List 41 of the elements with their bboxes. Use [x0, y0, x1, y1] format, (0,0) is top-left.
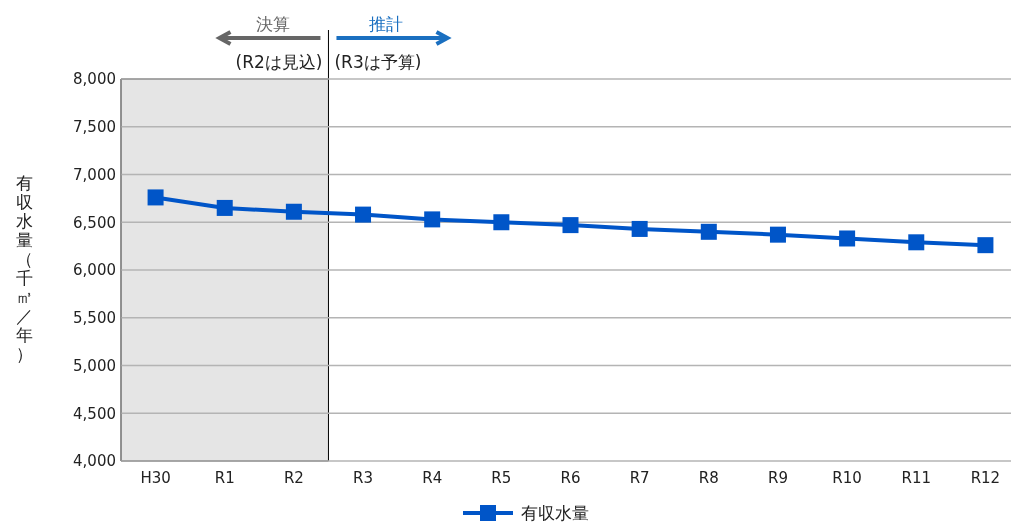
point [147, 189, 164, 206]
x-tick-label: R3 [353, 469, 374, 487]
x-tick-label: R2 [283, 469, 304, 487]
y-tick-label: 5,500 [73, 309, 116, 327]
x-tick-label: R9 [767, 469, 788, 487]
y-tick-label: 6,500 [73, 213, 116, 232]
point [424, 211, 441, 228]
x-tick-label: H30 [140, 469, 171, 487]
y-tick-label: 7,000 [73, 165, 116, 184]
point [631, 220, 648, 237]
legend-label: 有収水量 [521, 502, 589, 523]
text: 決算 [256, 14, 291, 34]
point [562, 217, 579, 234]
y-tick-label: 6,000 [73, 261, 116, 280]
y-tick-label: 8,000 [73, 70, 116, 89]
y-tick-label: 5,000 [73, 356, 116, 375]
x-tick-label: R11 [901, 469, 932, 487]
text: 推計 [369, 14, 404, 34]
x-tick-label: R1 [214, 469, 235, 487]
text: 有収水量（千㎥／年） [15, 173, 33, 364]
x-tick-label: R7 [629, 469, 650, 487]
x-tick-label: R12 [970, 469, 1001, 487]
point [839, 230, 856, 247]
x-tick-label: R5 [491, 469, 512, 487]
point [355, 206, 372, 223]
text: (R2は見込) [235, 52, 323, 72]
point [493, 214, 510, 231]
point [977, 237, 994, 254]
y-tick-label: 7,500 [73, 118, 116, 136]
point [769, 226, 786, 243]
text: (R3は予算) [334, 52, 422, 72]
y-tick-label: 4,000 [73, 452, 116, 471]
point [700, 223, 717, 240]
x-tick-label: R6 [560, 469, 581, 487]
point [285, 203, 302, 220]
x-tick-label: R8 [698, 469, 719, 487]
x-tick-label: R4 [422, 469, 443, 487]
point [908, 234, 925, 251]
x-tick-label: R10 [832, 469, 862, 487]
point [216, 199, 233, 216]
y-tick-label: 4,500 [73, 404, 116, 423]
